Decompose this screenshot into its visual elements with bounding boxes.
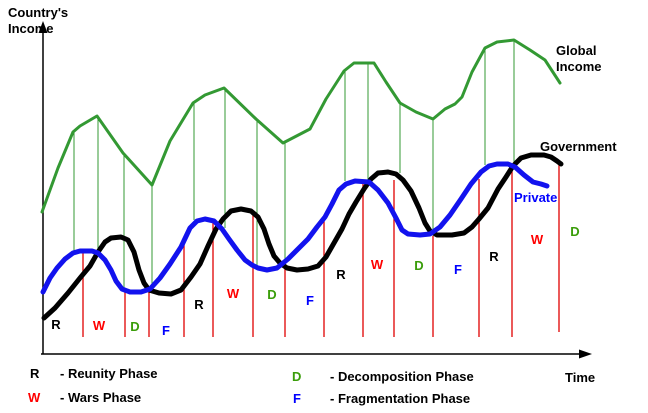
government-series-label: Government [540, 139, 617, 154]
phase-letter-F: F [306, 293, 314, 308]
legend-letter-R: R [30, 366, 40, 381]
phase-letter-R: R [336, 267, 346, 282]
phase-letter-D: D [130, 319, 139, 334]
phase-letter-W: W [531, 232, 544, 247]
y-axis-title-line1: Country's [8, 5, 69, 20]
y-axis-title: Country's Income [8, 5, 68, 37]
phase-letter-R: R [51, 317, 61, 332]
legend-letter-D: D [292, 369, 302, 384]
private-curve [40, 161, 550, 295]
global-income-label-line2: Income [556, 59, 602, 74]
phase-letter-D: D [570, 224, 579, 239]
y-axis-arrowhead [38, 21, 48, 33]
global-income-series-label: Global Income [556, 43, 602, 75]
phase-letter-D: D [414, 258, 423, 273]
phase-letter-R: R [489, 249, 499, 264]
x-axis-arrowhead [579, 349, 592, 359]
legend-text-W: - Wars Phase [60, 390, 142, 405]
x-axis-title: Time [565, 370, 596, 385]
legend-text-F: - Fragmentation Phase [330, 391, 471, 406]
legend-text-D: - Decomposition Phase [330, 369, 474, 384]
phase-letter-W: W [227, 286, 240, 301]
phase-letter-R: R [194, 297, 204, 312]
government-curve [41, 152, 564, 321]
global-income-curve [40, 38, 562, 214]
private-series-label: Private [514, 190, 558, 205]
phase-letter-D: D [267, 287, 276, 302]
global-income-label-line1: Global [556, 43, 597, 58]
legend-letter-F: F [293, 391, 301, 406]
y-axis-title-line2: Income [8, 21, 54, 36]
legend-letter-W: W [28, 390, 41, 405]
phase-letter-F: F [454, 262, 462, 277]
phase-letter-W: W [371, 257, 384, 272]
phase-letter-W: W [93, 318, 106, 333]
phase-letter-F: F [162, 323, 170, 338]
legend-text-R: - Reunity Phase [60, 366, 158, 381]
